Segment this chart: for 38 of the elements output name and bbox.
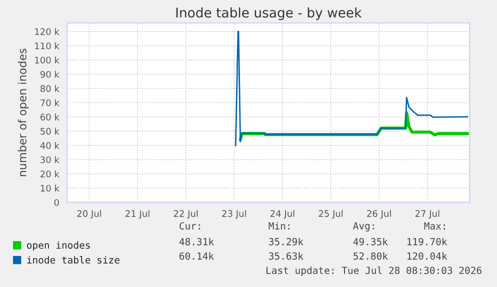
- y-tick-label: 10 k: [40, 184, 60, 192]
- y-tick-label: 60 k: [40, 113, 60, 120]
- x-tick-label: 26 Jul: [367, 210, 391, 219]
- y-tick-label: 0: [54, 199, 59, 206]
- chart-title: Inode table usage - by week: [176, 7, 362, 20]
- y-tick-label: 50 k: [40, 128, 60, 135]
- x-tick-label: 20 Jul: [77, 210, 102, 219]
- y-tick-label: 100 k: [35, 56, 60, 64]
- y-tick-label: 90 k: [40, 70, 60, 78]
- y-tick-label: 40 k: [40, 142, 60, 149]
- y-axis-title: number of open inodes: [18, 48, 29, 176]
- legend-label: inode table size: [27, 256, 120, 264]
- text: Last update: Tue Jul 28 08:30:03 2026: [266, 266, 482, 276]
- text: 120.04k: [407, 252, 448, 260]
- x-tick-label: 21 Jul: [126, 210, 150, 219]
- y-tick-label: 120 k: [35, 28, 60, 36]
- y-tick-label: 30 k: [40, 156, 60, 164]
- y-tick-label: 80 k: [40, 85, 60, 92]
- text: Avg:: [353, 222, 374, 232]
- legend-label: open inodes: [27, 241, 90, 251]
- x-tick-label: 22 Jul: [174, 210, 198, 219]
- text: 60.14k: [180, 252, 214, 260]
- text: 119.70k: [407, 238, 448, 246]
- text: 35.63k: [269, 252, 304, 260]
- y-tick-label: 70 k: [40, 99, 60, 106]
- text: 52.80k: [354, 252, 388, 260]
- text: 48.31k: [179, 238, 214, 246]
- x-tick-label: 23 Jul: [222, 210, 246, 219]
- text: Max:: [424, 222, 445, 230]
- text: 49.35k: [353, 238, 388, 246]
- x-tick-label: 25 Jul: [318, 210, 343, 219]
- y-tick-label: 110 k: [35, 42, 60, 50]
- x-tick-label: 24 Jul: [270, 210, 294, 219]
- text: Cur:: [180, 222, 200, 230]
- x-tick-label: 27 Jul: [415, 210, 440, 219]
- text: 35.29k: [269, 238, 304, 246]
- y-tick-label: 20 k: [40, 170, 60, 178]
- text: Min:: [268, 222, 290, 230]
